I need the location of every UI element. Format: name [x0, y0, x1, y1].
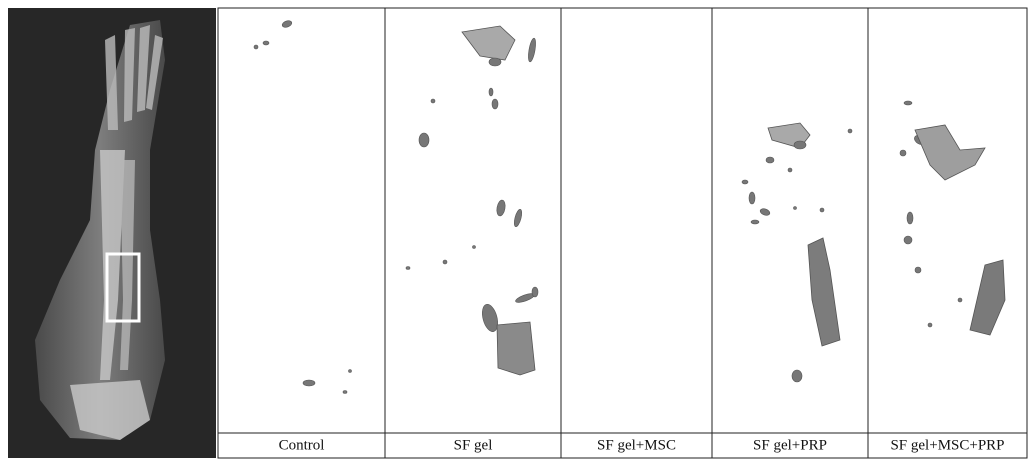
fragment	[749, 192, 755, 204]
xray-image	[8, 8, 216, 458]
fragment	[915, 267, 921, 273]
fragment	[349, 370, 352, 373]
fragment	[419, 133, 429, 147]
fragment	[343, 391, 347, 394]
fragment	[766, 157, 774, 163]
fragment	[904, 236, 912, 244]
fragment	[443, 260, 447, 264]
fragment	[788, 168, 792, 172]
fragment	[532, 287, 538, 297]
fragment	[406, 267, 410, 270]
fragment	[904, 101, 912, 105]
fragment	[281, 19, 292, 28]
panel-label: SF gel+MSC+PRP	[890, 437, 1004, 453]
fragment	[742, 180, 748, 184]
fragment	[759, 207, 770, 216]
fragment	[513, 209, 523, 228]
panel-label: SF gel+MSC	[597, 437, 676, 453]
panel-label: SF gel	[454, 437, 493, 453]
fragment	[254, 45, 258, 49]
figure: Control SF gel SF gel+MSC SF gel+PRP SF gel+…	[0, 0, 1029, 460]
fragment	[958, 298, 962, 302]
fragment	[497, 322, 535, 375]
fragment	[794, 141, 806, 149]
fragment	[527, 38, 537, 63]
fragment	[751, 220, 759, 224]
fragment	[473, 246, 476, 249]
fragment	[915, 125, 985, 180]
fragment	[820, 208, 824, 212]
fragment	[431, 99, 435, 103]
fragment	[492, 99, 498, 109]
fragment	[496, 199, 507, 216]
panel-frame	[218, 8, 1027, 458]
fragment	[462, 26, 515, 60]
fragment	[263, 41, 269, 45]
fragment	[792, 370, 802, 382]
fragment	[848, 129, 852, 133]
fragment	[489, 88, 493, 96]
fragment	[808, 238, 840, 346]
fragment	[794, 207, 797, 210]
renders	[254, 19, 1005, 393]
fragment	[489, 58, 501, 66]
fragment	[970, 260, 1005, 335]
fragment	[928, 323, 932, 327]
panels: Control SF gel SF gel+MSC SF gel+PRP SF gel+…	[218, 8, 1027, 458]
fragment	[907, 212, 913, 224]
fragment	[900, 150, 906, 156]
fragment	[303, 380, 315, 386]
panel-label: Control	[279, 437, 325, 453]
panel-label: SF gel+PRP	[753, 437, 827, 453]
